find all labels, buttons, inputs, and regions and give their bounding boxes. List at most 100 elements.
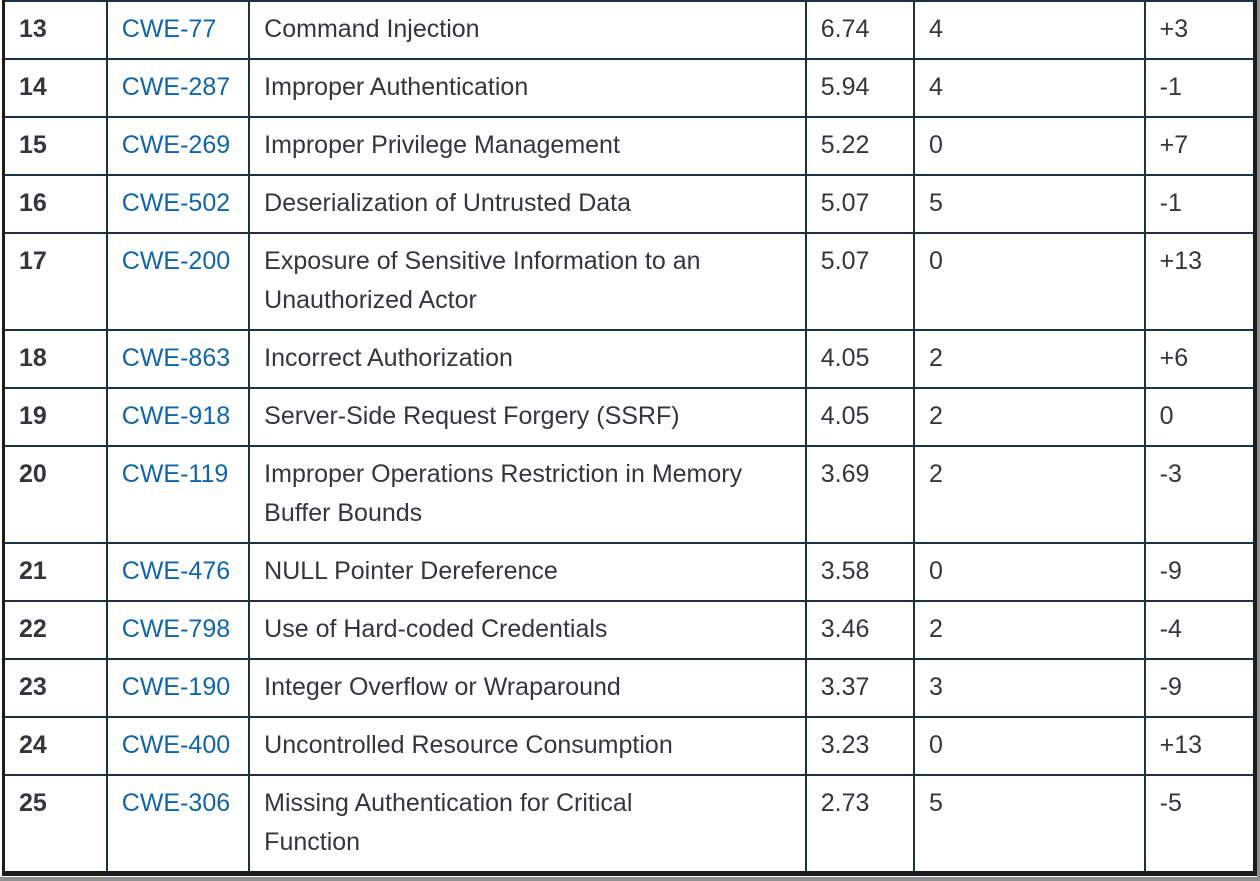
- cwe-id-cell: CWE-77: [105, 0, 251, 60]
- score-cell: 3.69: [804, 445, 916, 544]
- kev-count-cell: 5: [913, 774, 1146, 875]
- rank-change-cell: +7: [1143, 116, 1257, 176]
- score-cell: 3.37: [804, 658, 916, 718]
- rank-change-cell: +6: [1143, 329, 1257, 389]
- rank-cell: 25: [2, 774, 108, 875]
- kev-count-cell: 2: [913, 387, 1146, 447]
- cwe-id-link[interactable]: CWE-77: [121, 15, 217, 43]
- table-row: 22 CWE-798 Use of Hard-coded Credentials 3.…: [2, 600, 1257, 660]
- rank-change-cell: +13: [1143, 716, 1257, 776]
- weakness-name-cell: Exposure of Sensitive Information to an …: [248, 232, 807, 331]
- weakness-name-cell: Improper Privilege Management: [248, 116, 807, 176]
- rank-cell: 24: [2, 716, 108, 776]
- rank-change-cell: -9: [1143, 658, 1257, 718]
- cwe-id-cell: CWE-119: [105, 445, 251, 544]
- screen-bottom-edge: [0, 877, 1260, 881]
- kev-count-cell: 2: [913, 600, 1146, 660]
- score-cell: 3.23: [804, 716, 916, 776]
- cwe-id-cell: CWE-269: [105, 116, 251, 176]
- cwe-id-link[interactable]: CWE-502: [121, 189, 231, 217]
- score-cell: 4.05: [804, 387, 916, 447]
- cwe-id-cell: CWE-306: [105, 774, 251, 875]
- kev-count-cell: 2: [913, 329, 1146, 389]
- rank-cell: 19: [2, 387, 108, 447]
- rank-cell: 14: [2, 58, 108, 118]
- weakness-name-cell: NULL Pointer Dereference: [248, 542, 807, 602]
- cwe-id-link[interactable]: CWE-287: [121, 73, 231, 101]
- score-cell: 6.74: [804, 0, 916, 60]
- rank-cell: 21: [2, 542, 108, 602]
- cwe-id-cell: CWE-200: [105, 232, 251, 331]
- cwe-id-cell: CWE-476: [105, 542, 251, 602]
- rank-cell: 20: [2, 445, 108, 544]
- kev-count-cell: 2: [913, 445, 1146, 544]
- table-row: 18 CWE-863 Incorrect Authorization 4.05 2 +6: [2, 329, 1257, 389]
- score-cell: 5.94: [804, 58, 916, 118]
- weakness-name-cell: Improper Authentication: [248, 58, 807, 118]
- cwe-id-cell: CWE-400: [105, 716, 251, 776]
- cwe-id-cell: CWE-918: [105, 387, 251, 447]
- cwe-id-cell: CWE-190: [105, 658, 251, 718]
- table-row: 19 CWE-918 Server-Side Request Forgery (SS…: [2, 387, 1257, 447]
- cwe-id-cell: CWE-287: [105, 58, 251, 118]
- cwe-id-link[interactable]: CWE-400: [121, 731, 231, 759]
- rank-cell: 15: [2, 116, 108, 176]
- weakness-name-cell: Use of Hard-coded Credentials: [248, 600, 807, 660]
- weakness-name-cell: Uncontrolled Resource Consumption: [248, 716, 807, 776]
- cwe-id-link[interactable]: CWE-119: [121, 460, 229, 488]
- table-row: 15 CWE-269 Improper Privilege Management 5.…: [2, 116, 1257, 176]
- screen-right-edge: [1257, 0, 1260, 881]
- cwe-id-link[interactable]: CWE-269: [121, 131, 231, 159]
- cwe-id-link[interactable]: CWE-918: [121, 402, 231, 430]
- kev-count-cell: 4: [913, 58, 1146, 118]
- cwe-id-cell: CWE-798: [105, 600, 251, 660]
- rank-cell: 18: [2, 329, 108, 389]
- weakness-name-cell: Server-Side Request Forgery (SSRF): [248, 387, 807, 447]
- rank-change-cell: +3: [1143, 0, 1257, 60]
- table-row: 21 CWE-476 NULL Pointer Dereference 3.58 0 -9: [2, 542, 1257, 602]
- kev-count-cell: 0: [913, 542, 1146, 602]
- weakness-name-cell: Integer Overflow or Wraparound: [248, 658, 807, 718]
- weakness-name-cell: Command Injection: [248, 0, 807, 60]
- score-cell: 3.46: [804, 600, 916, 660]
- kev-count-cell: 5: [913, 174, 1146, 234]
- score-cell: 4.05: [804, 329, 916, 389]
- weakness-name-cell: Incorrect Authorization: [248, 329, 807, 389]
- score-cell: 5.07: [804, 232, 916, 331]
- weakness-name-cell: Deserialization of Untrusted Data: [248, 174, 807, 234]
- rank-cell: 16: [2, 174, 108, 234]
- cwe-id-link[interactable]: CWE-200: [121, 247, 231, 275]
- kev-count-cell: 0: [913, 116, 1146, 176]
- table-row: 24 CWE-400 Uncontrolled Resource Consumpti…: [2, 716, 1257, 776]
- cwe-id-cell: CWE-863: [105, 329, 251, 389]
- score-cell: 2.73: [804, 774, 916, 875]
- table-row: 23 CWE-190 Integer Overflow or Wraparound 3…: [2, 658, 1257, 718]
- rank-change-cell: -1: [1143, 174, 1257, 234]
- rank-cell: 17: [2, 232, 108, 331]
- kev-count-cell: 0: [913, 232, 1146, 331]
- rank-change-cell: -1: [1143, 58, 1257, 118]
- table-row: 16 CWE-502 Deserialization of Untrusted Da…: [2, 174, 1257, 234]
- table-row: 25 CWE-306 Missing Authentication for Crit…: [2, 774, 1257, 875]
- cwe-id-link[interactable]: CWE-476: [121, 557, 231, 585]
- cwe-id-cell: CWE-502: [105, 174, 251, 234]
- rank-change-cell: -4: [1143, 600, 1257, 660]
- table-row: 13 CWE-77 Command Injection 6.74 4 +3: [2, 0, 1257, 60]
- rank-change-cell: -3: [1143, 445, 1257, 544]
- score-cell: 3.58: [804, 542, 916, 602]
- cwe-id-link[interactable]: CWE-798: [121, 615, 231, 643]
- kev-count-cell: 0: [913, 716, 1146, 776]
- rank-change-cell: -9: [1143, 542, 1257, 602]
- table-row: 14 CWE-287 Improper Authentication 5.94 4 -1: [2, 58, 1257, 118]
- cwe-id-link[interactable]: CWE-306: [121, 789, 231, 817]
- rank-cell: 22: [2, 600, 108, 660]
- kev-count-cell: 3: [913, 658, 1146, 718]
- cwe-id-link[interactable]: CWE-190: [121, 673, 231, 701]
- rank-cell: 13: [2, 0, 108, 60]
- weakness-name-cell: Improper Operations Restriction in Memor…: [248, 445, 807, 544]
- cwe-id-link[interactable]: CWE-863: [121, 344, 231, 372]
- score-cell: 5.22: [804, 116, 916, 176]
- rank-change-cell: +13: [1143, 232, 1257, 331]
